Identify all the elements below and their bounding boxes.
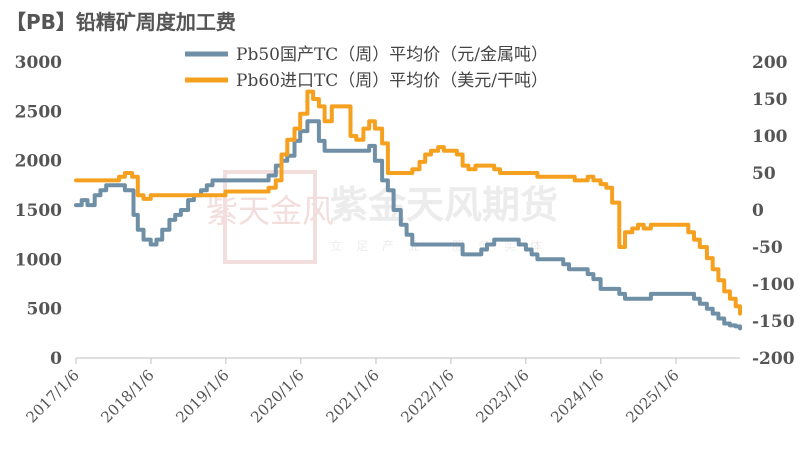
svg-text:紫天金风: 紫天金风 [206,192,334,230]
legend: Pb50国产TC（周）平均价（元/金属吨） Pb60进口TC（周）平均价（美元/干… [185,45,548,91]
watermark: 紫天金风 紫金天风期货 立足产业·服务实体 [206,170,558,264]
x-tick-label: 2025/1/6 [622,366,682,426]
y-left-tick-label: 500 [27,300,63,320]
chart-title: 【PB】铅精矿周度加工费 [6,10,236,34]
series-line-pb60-import [74,89,742,316]
y-left-tick-label: 3000 [15,53,62,73]
x-tick-label: 2022/1/6 [397,366,457,426]
series-layer [74,89,742,331]
y-left-tick-label: 1000 [15,250,62,270]
y-right-tick-label: 100 [752,127,788,147]
y-right-tick-label: -50 [752,238,783,258]
series-line-pb50-domestic [74,119,742,331]
legend-label: Pb60进口TC（周）平均价（美元/干吨） [236,71,548,91]
y-left-tick-label: 2500 [15,102,62,122]
x-tick-label: 2019/1/6 [172,366,232,426]
y-right-tick-label: 0 [752,201,764,221]
y-right-tick-label: 150 [752,90,788,110]
y-right-tick-label: -150 [752,312,795,332]
x-tick-label: 2018/1/6 [97,366,157,426]
x-tick-label: 2017/1/6 [22,366,82,426]
y-left-tick-label: 1500 [15,201,62,221]
y-left-tick-label: 0 [50,349,62,369]
x-tick-label: 2021/1/6 [322,366,382,426]
x-axis: 2017/1/6 2018/1/6 2019/1/6 2020/1/6 2021/1/6… [22,357,740,426]
y-right-tick-label: 50 [752,164,776,184]
y-axis-right: -200 -150 -100 -50 0 50 100 150 200 [752,53,795,369]
x-tick-label: 2023/1/6 [472,366,532,426]
x-tick-label: 2020/1/6 [247,366,307,426]
watermark-seal: 紫天金风 [206,170,334,264]
y-right-tick-label: 200 [752,53,788,73]
y-left-tick-label: 2000 [15,152,62,172]
y-right-tick-label: -100 [752,275,795,295]
y-axis-left: 0 500 1000 1500 2000 2500 3000 [15,53,62,369]
watermark-text: 紫金天风期货 [330,183,558,227]
y-right-tick-label: -200 [752,349,795,369]
legend-label: Pb50国产TC（周）平均价（元/金属吨） [236,45,548,65]
x-tick-label: 2024/1/6 [547,366,607,426]
